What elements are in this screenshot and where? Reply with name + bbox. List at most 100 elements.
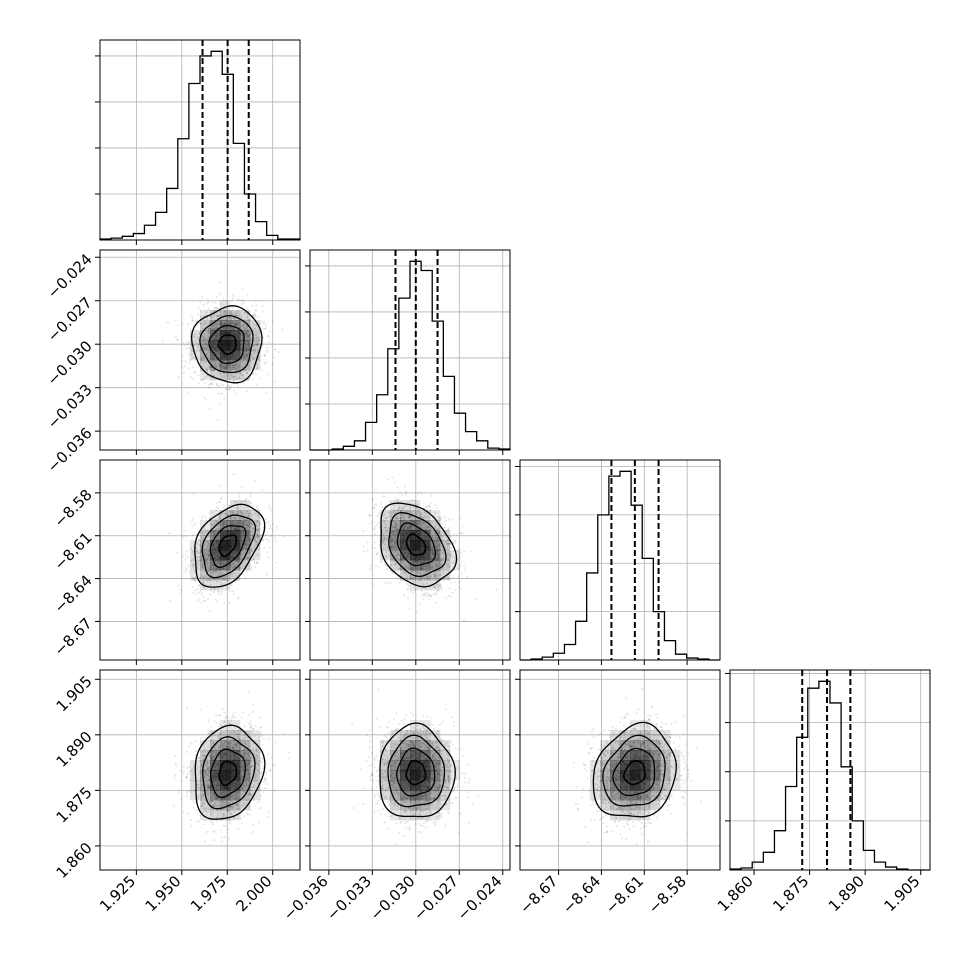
scatter-point — [397, 509, 400, 512]
scatter-point — [254, 337, 257, 340]
scatter-point — [394, 536, 397, 539]
scatter-point — [202, 581, 205, 584]
scatter-point — [219, 281, 222, 284]
scatter-point — [182, 342, 185, 345]
scatter-point — [413, 585, 416, 588]
panel-body — [100, 250, 300, 450]
scatter-point — [243, 301, 246, 304]
scatter-point — [434, 575, 437, 578]
scatter-point — [437, 563, 440, 566]
scatter-point — [253, 313, 256, 316]
scatter-point — [248, 527, 251, 530]
scatter-point — [256, 532, 259, 535]
scatter-point — [237, 385, 240, 388]
scatter-point — [402, 506, 405, 509]
scatter-point — [375, 553, 378, 556]
scatter-point — [460, 572, 463, 575]
scatter-point — [248, 334, 251, 337]
scatter-point — [437, 518, 440, 521]
scatter-point — [394, 521, 397, 524]
scatter-point — [225, 368, 228, 371]
scatter-point — [229, 311, 232, 314]
scatter-point — [236, 324, 239, 327]
scatter-point — [391, 546, 394, 549]
scatter-point — [451, 555, 454, 558]
scatter-point — [245, 328, 248, 331]
scatter-point — [436, 554, 439, 557]
panel-body — [100, 670, 300, 870]
scatter-point — [435, 570, 438, 573]
scatter-point — [439, 583, 442, 586]
scatter-point — [384, 526, 387, 529]
scatter-point — [448, 518, 451, 521]
scatter-point — [392, 530, 395, 533]
scatter-point — [217, 797, 220, 800]
scatter-point — [442, 526, 445, 529]
scatter-point — [224, 313, 227, 316]
density-cell — [390, 560, 401, 571]
scatter-point — [387, 553, 390, 556]
scatter-point — [204, 529, 207, 532]
scatter-point — [246, 509, 249, 512]
scatter-point — [437, 545, 440, 548]
scatter-point — [401, 494, 404, 497]
scatter-point — [434, 565, 437, 568]
scatter-point — [228, 504, 231, 507]
scatter-point — [201, 576, 204, 579]
scatter-point — [202, 327, 205, 330]
scatter-point — [235, 562, 238, 565]
scatter-point — [251, 513, 254, 516]
scatter-point — [388, 555, 391, 558]
scatter-point — [253, 357, 256, 360]
scatter-point — [396, 514, 399, 517]
scatter-point — [254, 316, 257, 319]
scatter-point — [255, 332, 258, 335]
scatter-point — [438, 574, 441, 577]
scatter-point — [466, 575, 469, 578]
scatter-point — [385, 550, 388, 553]
scatter-point — [247, 540, 250, 543]
scatter-point — [213, 533, 216, 536]
scatter-point — [255, 337, 258, 340]
scatter-point — [243, 329, 246, 332]
scatter-point — [216, 505, 219, 508]
scatter-point — [388, 527, 391, 530]
scatter-point — [202, 323, 205, 326]
scatter-point — [263, 362, 266, 365]
scatter-point — [212, 314, 215, 317]
scatter-point — [199, 300, 202, 303]
scatter-point — [393, 563, 396, 566]
scatter-point — [234, 313, 237, 316]
scatter-point — [242, 359, 245, 362]
scatter-point — [265, 391, 268, 394]
scatter-point — [219, 364, 222, 367]
scatter-point — [428, 526, 431, 529]
scatter-point — [434, 573, 437, 576]
scatter-point — [250, 550, 253, 553]
scatter-point — [231, 565, 234, 568]
scatter-point — [425, 525, 428, 528]
scatter-point — [418, 603, 421, 606]
scatter-point — [239, 352, 242, 355]
scatter-point — [259, 338, 262, 341]
scatter-point — [192, 576, 195, 579]
scatter-point — [419, 516, 422, 519]
scatter-point — [208, 365, 211, 368]
scatter-point — [237, 733, 240, 736]
scatter-point — [209, 517, 212, 520]
scatter-point — [424, 516, 427, 519]
scatter-point — [197, 591, 200, 594]
scatter-point — [191, 577, 194, 580]
scatter-point — [269, 535, 272, 538]
scatter-point — [181, 322, 184, 325]
scatter-point — [206, 561, 209, 564]
scatter-point — [470, 550, 473, 553]
scatter-point — [221, 392, 224, 395]
scatter-point — [232, 328, 235, 331]
scatter-point — [447, 563, 450, 566]
scatter-point — [434, 525, 437, 528]
scatter-point — [399, 509, 402, 512]
scatter-point — [213, 804, 216, 807]
scatter-point — [396, 558, 399, 561]
scatter-point — [434, 536, 437, 539]
